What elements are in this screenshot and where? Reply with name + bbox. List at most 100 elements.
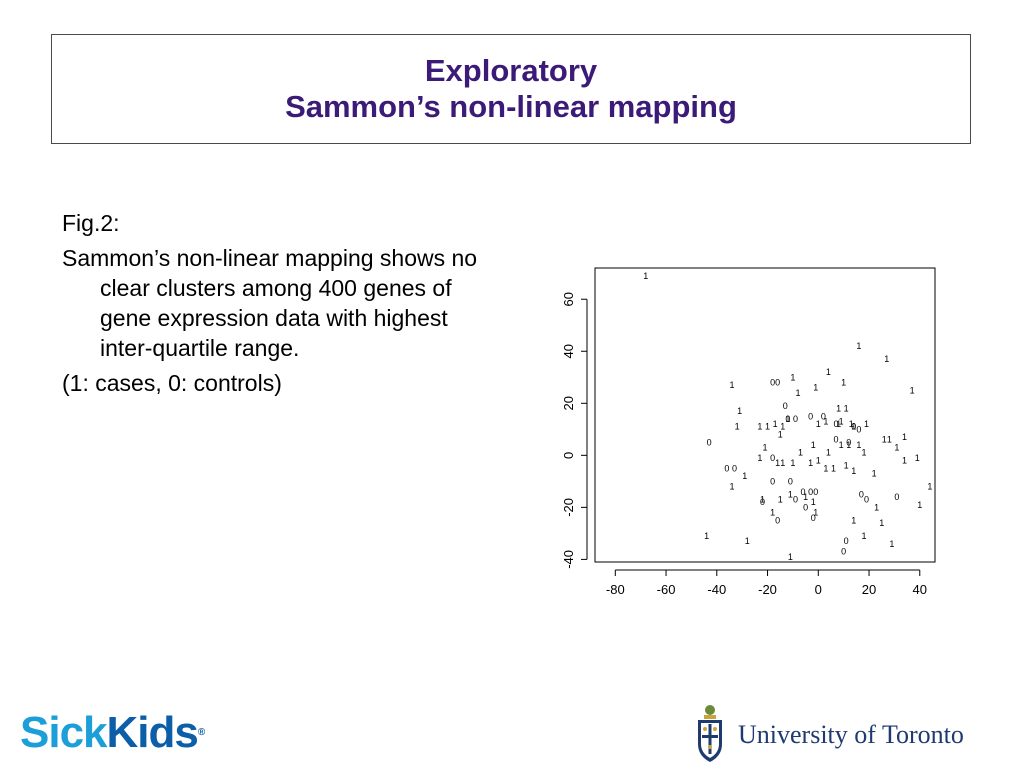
case-point: 1 (846, 440, 851, 450)
case-point: 1 (737, 406, 742, 416)
control-point: 0 (846, 437, 851, 447)
control-point: 0 (894, 492, 899, 502)
figure-caption-label: Fig.2: (62, 210, 120, 236)
control-point: 0 (801, 487, 806, 497)
case-point: 1 (762, 443, 767, 453)
case-point: 1 (882, 435, 887, 445)
case-point: 1 (874, 502, 879, 512)
case-point: 1 (811, 440, 816, 450)
x-tick-label: -20 (758, 582, 777, 597)
case-point: 1 (831, 463, 836, 473)
case-point: 1 (780, 422, 785, 432)
uoft-crest-icon (698, 705, 722, 762)
case-point: 1 (742, 471, 747, 481)
case-point: 1 (735, 422, 740, 432)
control-point: 0 (770, 453, 775, 463)
x-tick-label: 20 (862, 582, 876, 597)
case-point: 1 (839, 440, 844, 450)
sickkids-logo-mark: ® (197, 727, 205, 738)
case-point: 1 (730, 482, 735, 492)
control-point: 0 (834, 419, 839, 429)
control-point: 0 (834, 435, 839, 445)
control-point: 0 (851, 422, 856, 432)
control-point: 0 (783, 401, 788, 411)
control-point: 0 (770, 377, 775, 387)
case-point: 1 (816, 419, 821, 429)
x-tick-label: 40 (913, 582, 927, 597)
case-point: 1 (813, 383, 818, 393)
plot-frame (594, 267, 936, 563)
y-tick-label: 20 (561, 396, 576, 410)
case-point: 1 (757, 453, 762, 463)
slide-title-box: Exploratory Sammon’s non-linear mapping (51, 34, 971, 144)
x-tick-label: -80 (606, 582, 625, 597)
case-point: 1 (803, 492, 808, 502)
y-tick-label: 0 (561, 452, 576, 459)
case-point: 1 (823, 463, 828, 473)
case-point: 1 (745, 536, 750, 546)
case-point: 1 (775, 458, 780, 468)
case-point: 1 (861, 531, 866, 541)
case-point: 1 (917, 500, 922, 510)
x-tick-label: -40 (707, 582, 726, 597)
case-point: 1 (770, 508, 775, 518)
control-point: 0 (811, 513, 816, 523)
case-point: 1 (788, 489, 793, 499)
case-point: 1 (851, 515, 856, 525)
case-point: 1 (856, 341, 861, 351)
case-point: 1 (765, 422, 770, 432)
case-point: 1 (808, 458, 813, 468)
control-point: 0 (808, 487, 813, 497)
case-point: 1 (785, 414, 790, 424)
control-point: 0 (803, 502, 808, 512)
case-point: 1 (851, 466, 856, 476)
case-point: 1 (894, 443, 899, 453)
case-point: 1 (856, 440, 861, 450)
uoft-logo-text: University of Toronto (738, 720, 964, 749)
case-point: 1 (730, 380, 735, 390)
y-tick-label: 60 (561, 292, 576, 306)
x-tick-label: 0 (815, 582, 822, 597)
case-point: 1 (915, 453, 920, 463)
case-point: 1 (872, 469, 877, 479)
case-point: 1 (884, 354, 889, 364)
case-point: 1 (811, 497, 816, 507)
slide-title-line2: Sammon’s non-linear mapping (285, 89, 737, 124)
case-point: 1 (795, 388, 800, 398)
control-point: 0 (821, 411, 826, 421)
case-point: 1 (910, 385, 915, 395)
case-point: 1 (704, 531, 709, 541)
case-point: 1 (902, 456, 907, 466)
control-point: 0 (841, 547, 846, 557)
case-point: 1 (887, 435, 892, 445)
case-point: 1 (851, 422, 856, 432)
case-point: 1 (813, 508, 818, 518)
case-point: 1 (798, 448, 803, 458)
control-point: 0 (793, 495, 798, 505)
control-point: 0 (707, 437, 712, 447)
sickkids-logo-sick: Sick (20, 708, 108, 757)
control-point: 0 (775, 377, 780, 387)
control-point: 0 (864, 495, 869, 505)
case-point: 1 (790, 372, 795, 382)
slide-body: Fig.2: Sammon’s non-linear mapping shows… (62, 208, 502, 403)
control-point: 0 (760, 497, 765, 507)
case-point: 1 (861, 448, 866, 458)
y-tick-label: -20 (561, 498, 576, 517)
case-point: 1 (879, 518, 884, 528)
figure-description: Sammon’s non-linear mapping shows no cle… (62, 245, 478, 361)
case-point: 1 (816, 456, 821, 466)
slide-title-line1: Exploratory (424, 53, 598, 88)
uoft-logo: University of Toronto (692, 702, 964, 764)
sickkids-logo-kids: Kids (106, 708, 199, 757)
case-point: 1 (889, 539, 894, 549)
control-point: 0 (770, 476, 775, 486)
control-point: 0 (793, 414, 798, 424)
case-point: 1 (790, 458, 795, 468)
case-point: 1 (788, 552, 793, 562)
control-point: 0 (724, 463, 729, 473)
case-point: 1 (836, 419, 841, 429)
case-point: 1 (780, 458, 785, 468)
case-point: 1 (757, 422, 762, 432)
